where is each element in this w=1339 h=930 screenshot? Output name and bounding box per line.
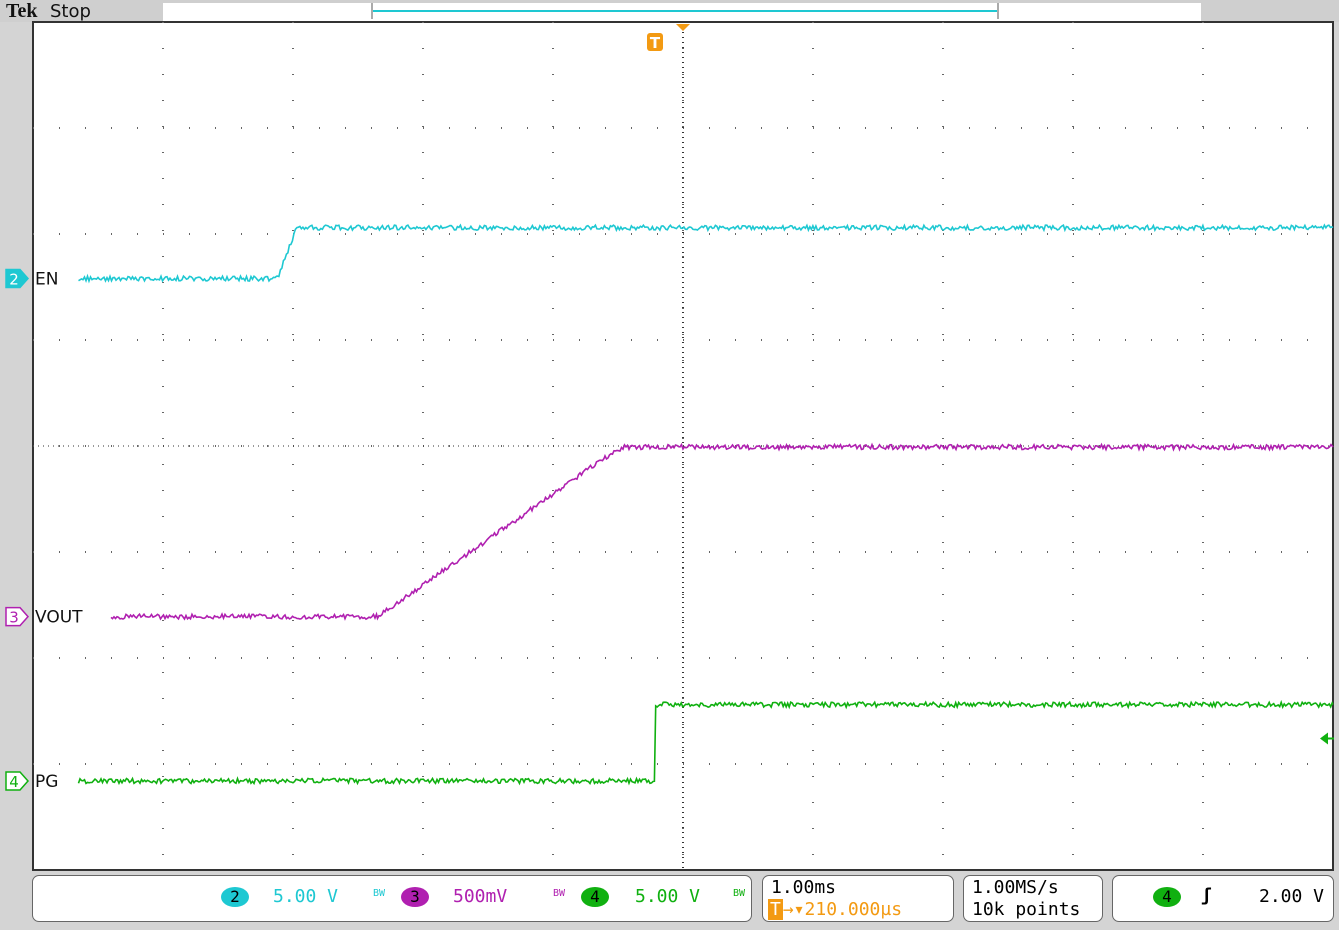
- time-scale: 1.00ms: [771, 877, 836, 898]
- channel-4-label: PG: [35, 772, 58, 792]
- trigger-source-badge: 4: [1153, 887, 1181, 907]
- rising-edge-icon: ʃ: [1201, 885, 1212, 906]
- channel-4-badge: 4: [581, 887, 609, 907]
- channel-2-marker-label: 2: [9, 271, 19, 289]
- sample-rate: 1.00MS/s: [972, 877, 1059, 898]
- trigger-panel[interactable]: 4 ʃ 2.00 V: [1112, 875, 1334, 922]
- trigger-marker-icon: T: [768, 899, 783, 920]
- timebase-panel[interactable]: 1.00ms T →▾210.000µs: [762, 875, 954, 922]
- trigger-level: 2.00 V: [1259, 886, 1324, 907]
- record-length: 10k points: [972, 899, 1080, 920]
- waveform-display: T 2 EN 3 VOUT 4 PG: [0, 0, 1339, 875]
- channel-scale-panel[interactable]: 2 5.00 V BW 3 500mV BW 4 5.00 V BW: [32, 875, 752, 922]
- channel-2-label: EN: [35, 270, 58, 290]
- channel-4-bw-icon: BW: [733, 888, 745, 899]
- channel-2-scale: 5.00 V: [273, 886, 338, 907]
- channel-3-badge: 3: [401, 887, 429, 907]
- trigger-t-label: T: [650, 34, 661, 52]
- channel-3-label: VOUT: [35, 608, 83, 628]
- channel-3-marker-label: 3: [9, 609, 19, 627]
- channel-4-scale: 5.00 V: [635, 886, 700, 907]
- trigger-position-value: 210.000µs: [805, 899, 903, 920]
- channel-4-marker-label: 4: [9, 773, 19, 791]
- acquisition-panel[interactable]: 1.00MS/s 10k points: [963, 875, 1103, 922]
- trigger-position: T →▾210.000µs: [768, 899, 902, 920]
- channel-2-bw-icon: BW: [373, 888, 385, 899]
- channel-2-badge: 2: [221, 887, 249, 907]
- channel-3-scale: 500mV: [453, 886, 507, 907]
- channel-3-bw-icon: BW: [553, 888, 565, 899]
